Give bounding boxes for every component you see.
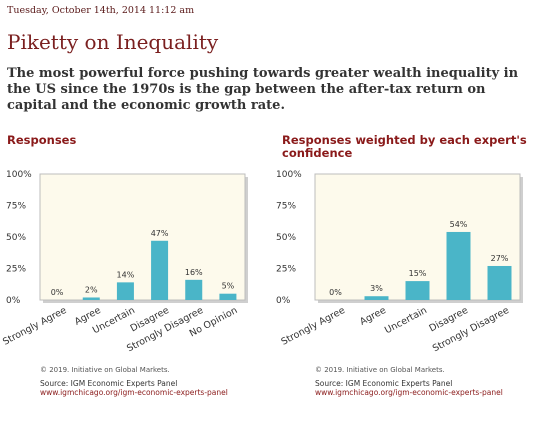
data-label: 16% [185,268,203,277]
data-label: 15% [409,269,427,278]
data-label: 0% [51,288,64,297]
source-link-2[interactable]: www.igmchicago.org/igm-economic-experts-… [315,388,503,397]
data-label: 2% [85,285,98,294]
source-block-1: Source: IGM Economic Experts Panel www.i… [40,379,250,397]
bar-agree[interactable] [364,296,389,300]
y-tick-label: 0% [6,296,21,306]
copyright-text-1: © 2019. Initiative on Global Markets. [40,366,170,374]
chart-weighted: 100%75%50%25%0%0%Strongly Agree3%Agree15… [276,170,523,355]
y-tick-label: 50% [6,233,26,243]
y-tick-label: 50% [276,233,296,243]
x-tick-label: Agree [358,305,388,328]
plot-area [39,173,246,301]
copyright-text-2: © 2019. Initiative on Global Markets. [315,366,445,374]
data-label: 47% [151,229,169,238]
x-tick-label: Uncertain [383,305,429,336]
data-label: 27% [491,254,509,263]
bar-strongly-disagree[interactable] [487,265,512,300]
chart-responses: 100%75%50%25%0%0%Strongly Agree2%Agree14… [1,170,248,354]
x-tick-label: Strongly Agree [1,305,69,348]
chart-title-weighted: Responses weighted by each expert's conf… [282,133,527,160]
source-link-1[interactable]: www.igmchicago.org/igm-economic-experts-… [40,388,228,397]
bar-no-opinion[interactable] [219,293,237,300]
y-tick-label: 25% [6,265,26,275]
bar-uncertain[interactable] [405,281,430,300]
y-tick-label: 25% [276,265,296,275]
bar-disagree[interactable] [151,240,169,300]
x-tick-label: Strongly Agree [279,305,347,348]
source-block-2: Source: IGM Economic Experts Panel www.i… [315,379,525,397]
data-label: 5% [222,282,235,291]
chart-title-responses: Responses [7,133,77,147]
source-label-2: Source: IGM Economic Experts Panel [315,379,453,388]
data-label: 3% [370,284,383,293]
data-label: 54% [450,220,468,229]
bar-disagree[interactable] [446,231,471,300]
y-tick-label: 75% [6,202,26,212]
bar-uncertain[interactable] [116,282,134,300]
y-tick-label: 100% [6,170,32,180]
data-label: 14% [117,270,135,279]
x-tick-label: Strongly Disagree [431,305,511,355]
data-label: 0% [329,288,342,297]
y-tick-label: 75% [276,202,296,212]
bar-strongly-disagree[interactable] [185,279,203,300]
source-label-1: Source: IGM Economic Experts Panel [40,379,178,388]
y-tick-label: 0% [276,296,291,306]
y-tick-label: 100% [276,170,302,180]
plot-area [314,173,521,301]
page-title: Piketty on Inequality [7,30,219,54]
datestamp: Tuesday, October 14th, 2014 11:12 am [7,5,195,16]
question-text: The most powerful force pushing towards … [7,66,519,113]
bar-agree[interactable] [82,297,100,300]
